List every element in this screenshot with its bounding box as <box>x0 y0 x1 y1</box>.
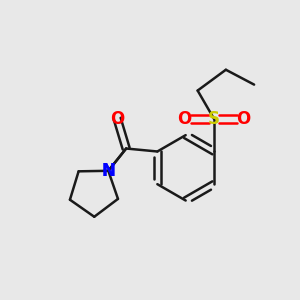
Text: O: O <box>177 110 191 128</box>
Text: O: O <box>237 110 251 128</box>
Text: N: N <box>101 162 115 180</box>
Text: O: O <box>110 110 124 128</box>
Text: N: N <box>101 162 115 180</box>
Text: S: S <box>208 110 220 128</box>
